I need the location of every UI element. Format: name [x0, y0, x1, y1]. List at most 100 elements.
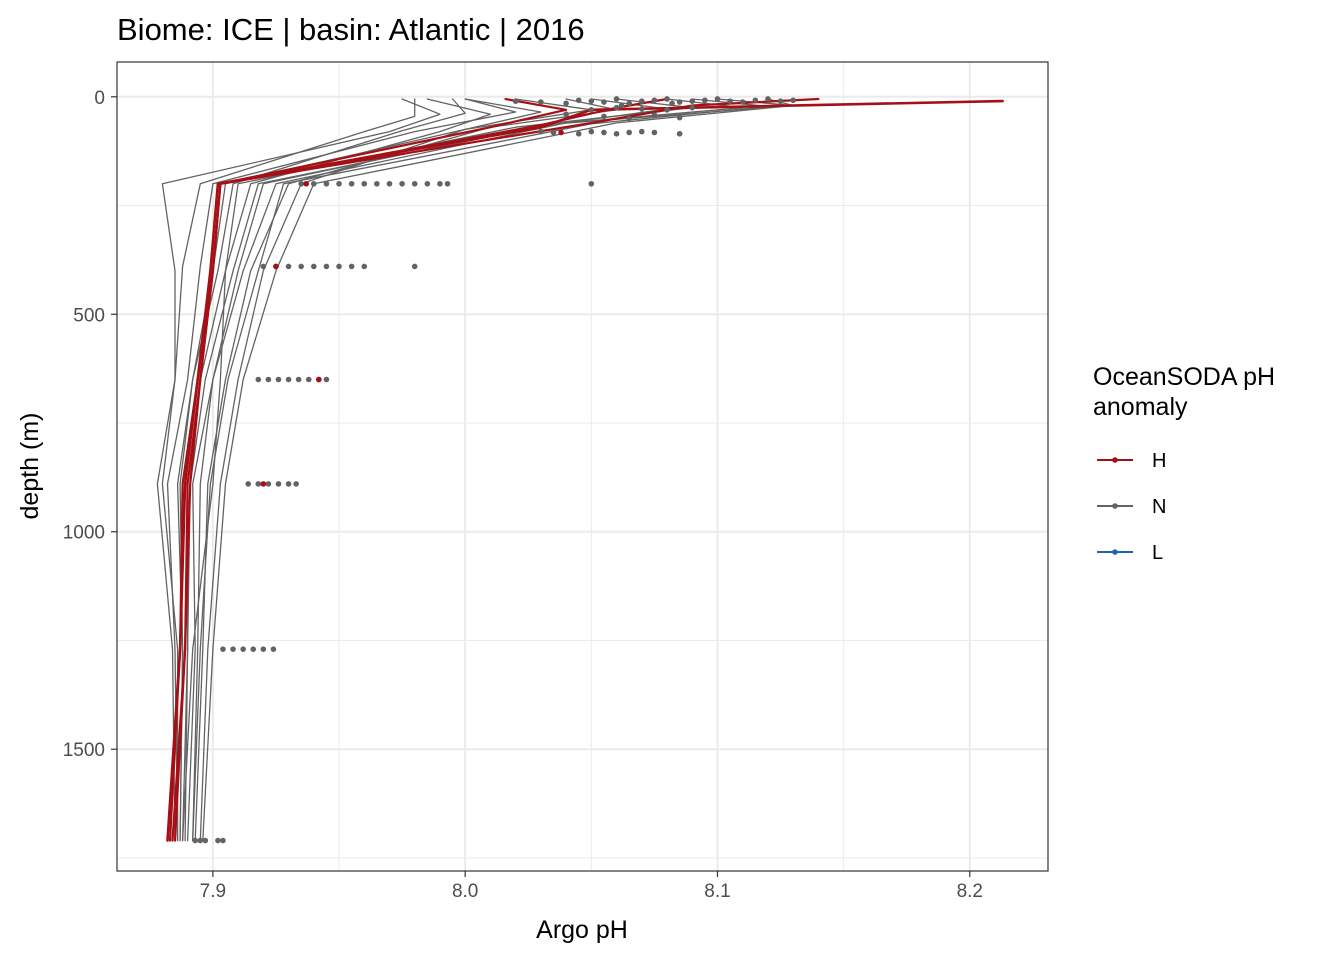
data-point-n	[601, 113, 607, 120]
data-point-n	[752, 97, 759, 104]
grid	[117, 62, 1048, 871]
data-point-n	[777, 98, 784, 104]
x-tick-label: 8.2	[957, 881, 983, 902]
data-point-n	[298, 263, 304, 270]
data-point-h	[273, 263, 279, 270]
legend-title: OceanSODA pH anomaly	[1093, 363, 1282, 421]
data-point-n	[689, 104, 696, 111]
plot-panel	[117, 62, 1048, 871]
data-point-n	[638, 98, 645, 104]
data-point-n	[260, 263, 267, 270]
y-axis: 0 500 1000 1500	[63, 88, 117, 761]
data-point-n	[285, 376, 292, 383]
x-tick-label: 8.0	[452, 881, 478, 902]
legend-key-point-h	[1112, 457, 1118, 463]
y-tick-label: 500	[73, 305, 105, 326]
data-point-n	[197, 837, 204, 844]
data-point-n	[588, 98, 595, 104]
data-point-n	[323, 376, 330, 383]
x-axis: 7.9 8.0 8.1 8.2	[200, 871, 983, 902]
data-point-n	[550, 129, 557, 136]
data-point-n	[613, 104, 620, 111]
data-point-n	[638, 128, 645, 135]
data-point-n	[255, 481, 262, 487]
y-tick-label: 1000	[63, 523, 105, 544]
data-point-h	[260, 481, 267, 487]
data-point-n	[575, 130, 582, 137]
data-point-n	[265, 376, 272, 383]
data-point-n	[192, 837, 199, 844]
data-point-n	[638, 106, 645, 112]
data-point-n	[676, 99, 683, 105]
data-point-n	[260, 646, 267, 652]
data-point-n	[275, 376, 282, 383]
data-point-n	[424, 180, 431, 187]
data-point-n	[202, 837, 209, 844]
data-point-n	[270, 646, 277, 652]
data-point-n	[588, 107, 595, 113]
legend-key-point-l	[1112, 549, 1118, 555]
data-point-n	[323, 180, 330, 187]
data-point-n	[336, 180, 342, 187]
data-point-n	[601, 99, 607, 105]
data-point-n	[285, 263, 292, 270]
profile-line-n	[166, 98, 517, 842]
data-point-h	[558, 129, 564, 136]
profile-line-n	[181, 98, 668, 842]
x-axis-title: Argo pH	[536, 916, 628, 944]
data-point-n	[361, 263, 368, 270]
data-point-n	[323, 263, 330, 270]
data-point-n	[626, 129, 632, 136]
y-axis-title: depth (m)	[16, 413, 44, 520]
legend-label-n: N	[1152, 496, 1166, 518]
data-point-n	[265, 481, 272, 487]
data-point-n	[563, 111, 569, 117]
data-point-n	[626, 115, 632, 122]
data-point-n	[651, 97, 658, 104]
data-point-n	[310, 180, 317, 187]
data-point-n	[215, 837, 221, 844]
data-point-n	[538, 128, 544, 135]
y-tick-label: 0	[94, 88, 105, 109]
data-point-n	[250, 646, 257, 652]
data-point-n	[669, 100, 675, 107]
data-point-n	[588, 128, 595, 135]
data-point-n	[538, 99, 544, 105]
data-point-n	[374, 180, 380, 187]
data-point-n	[336, 263, 342, 270]
data-point-h	[316, 376, 322, 383]
data-point-n	[220, 646, 226, 652]
data-point-n	[293, 481, 299, 487]
legend-key-point-n	[1112, 503, 1118, 509]
x-tick-label: 7.9	[200, 881, 226, 902]
profile-lines	[156, 97, 1004, 842]
legend-entries: H N L	[1097, 450, 1166, 564]
data-point-n	[727, 98, 733, 104]
data-point-n	[240, 646, 246, 652]
data-point-n	[563, 100, 569, 107]
data-point-n	[601, 129, 607, 136]
profile-line-n	[202, 98, 794, 842]
data-point-n	[298, 180, 304, 187]
data-point-n	[295, 376, 302, 383]
data-point-n	[676, 114, 683, 121]
data-point-n	[348, 180, 355, 187]
data-point-n	[275, 481, 282, 487]
legend-label-h: H	[1152, 450, 1166, 472]
legend-label-l: L	[1152, 542, 1163, 564]
data-point-n	[310, 263, 317, 270]
data-point-n	[285, 481, 292, 487]
data-point-n	[664, 96, 670, 102]
data-point-n	[411, 180, 418, 187]
data-point-n	[613, 96, 620, 102]
y-tick-label: 1500	[63, 740, 105, 761]
data-point-n	[245, 481, 251, 487]
data-point-n	[689, 98, 696, 104]
data-point-n	[676, 130, 683, 137]
data-point-n	[702, 97, 708, 104]
profile-line-h	[168, 97, 568, 842]
data-point-n	[361, 180, 368, 187]
data-point-n	[613, 130, 620, 137]
data-point-n	[399, 180, 405, 187]
